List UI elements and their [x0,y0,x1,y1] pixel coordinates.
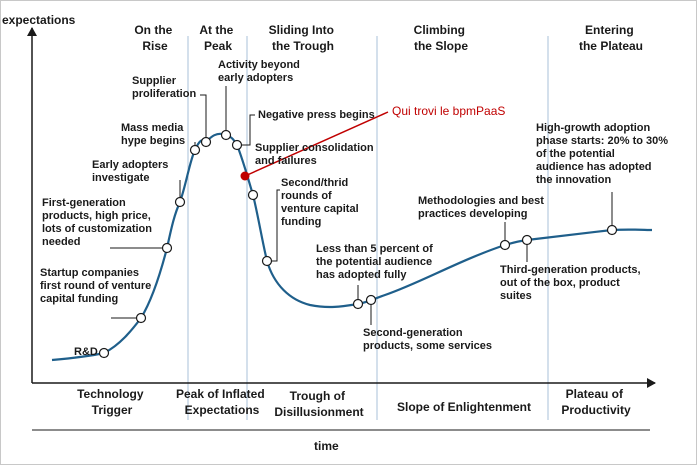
leader-supplier-proliferation [200,94,207,142]
x-axis-label: time [314,439,339,453]
curve-markers [98,129,618,359]
marker-second-gen [365,294,377,306]
marker-supplier-proliferation [200,136,212,148]
stage-trough-disillusionment: Trough of Disillusionment [274,389,363,419]
annotation-first-gen: First-generation products, high price, l… [42,197,155,248]
y-axis-label: expectations [2,13,76,27]
marker-supplier-consolidation [247,189,259,201]
marker-startup [135,312,147,324]
callout-dot [240,171,250,181]
phase-dividers [187,36,549,420]
stage-slope-enlightenment: Slope of Enlightenment [397,400,531,414]
annotation-supplier-proliferation: Supplier proliferation [132,75,196,100]
marker-activity-beyond [220,129,232,141]
annotation-startup: Startup companies first round of venture… [40,267,154,305]
callout-text: Qui trovi le bpmPaaS [392,104,505,118]
annotation-third-gen: Third-generation products, out of the bo… [500,264,644,302]
phase-sliding-into-trough: Sliding Into the Trough [269,23,338,53]
annotation-methodologies: Methodologies and best practices develop… [418,195,547,220]
stage-peak-inflated-expectations: Peak of Inflated Expectations [176,387,268,417]
leader-negative-press [237,114,255,146]
marker-negative-press [231,139,243,151]
annotation-early-adopters: Early adopters investigate [92,159,171,184]
phase-at-the-peak: At the Peak [199,23,236,53]
callout-leader [244,111,389,177]
annotation-supplier-consolidation: Supplier consolidation and failures [255,142,377,167]
marker-high-growth [606,224,618,236]
stage-technology-trigger: Technology Trigger [77,387,147,417]
annotation-mass-media: Mass media hype begins [121,122,186,147]
phase-climbing-slope: Climbing the Slope [414,23,469,53]
annotation-negative-press: Negative press begins [258,109,375,121]
leader-second-third [267,189,280,262]
annotation-high-growth: High-growth adoption phase starts: 20% t… [536,122,671,186]
phase-on-the-rise: On the Rise [134,23,175,53]
marker-methodologies [499,239,511,251]
marker-second-third [261,255,273,267]
annotation-second-third: Second/thrid rounds of venture capital f… [281,177,362,228]
annotation-second-gen: Second-generation products, some service… [363,327,492,352]
annotation-rnd: R&D [74,346,98,358]
marker-rnd [98,347,110,359]
marker-less-than-5 [352,298,364,310]
marker-early-adopters [174,196,186,208]
marker-mass-media [189,144,201,156]
phase-entering-plateau: Entering the Plateau [579,23,643,53]
marker-first-gen [161,242,173,254]
annotation-less-than-5: Less than 5 percent of the potential aud… [316,243,436,281]
stage-plateau-productivity: Plateau of Productivity [561,387,631,417]
annotation-activity-beyond: Activity beyond early adopters [218,59,303,84]
marker-third-gen [521,234,533,246]
